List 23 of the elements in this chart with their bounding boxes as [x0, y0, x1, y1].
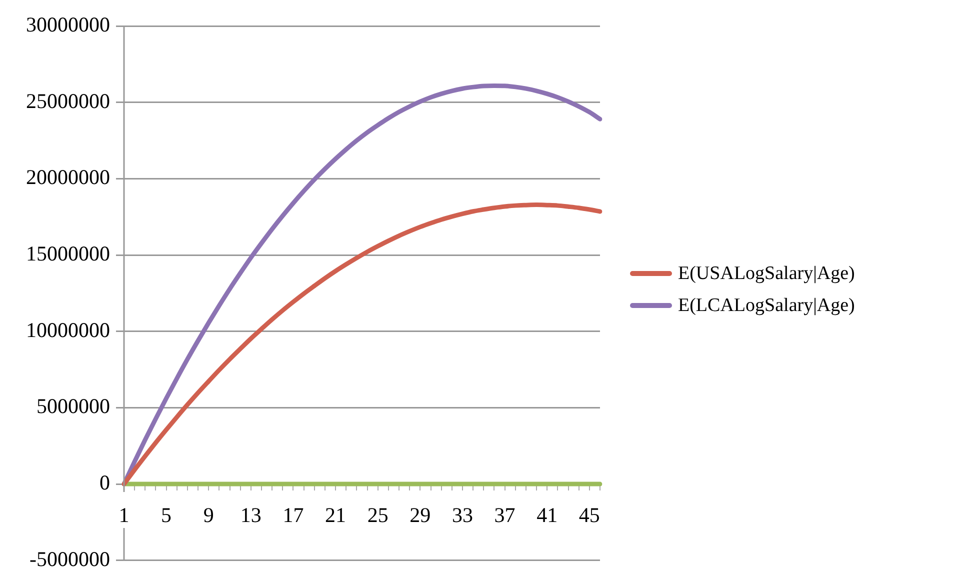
y-tick-label: 10000000 — [26, 318, 110, 342]
x-tick-label: 9 — [203, 503, 214, 528]
x-tick-label: 13 — [240, 503, 262, 528]
y-tick-label: 0 — [100, 470, 110, 495]
x-tick-label: 1 — [118, 503, 130, 528]
x-tick-label: 17 — [282, 503, 304, 528]
y-tick-label: 25000000 — [26, 88, 110, 113]
y-tick-label: 5000000 — [36, 394, 110, 418]
line-series — [122, 202, 602, 486]
x-tick-label: 21 — [325, 503, 346, 528]
y-tick-label: 15000000 — [26, 242, 110, 266]
x-tick-label: 29 — [410, 503, 431, 528]
x-tick-label: 25 — [367, 503, 388, 528]
x-tick-label: 37 — [494, 503, 516, 528]
x-tick-label: 45 — [578, 503, 600, 528]
x-tick-label: 5 — [161, 503, 172, 528]
legend-label: E(USALogSalary|Age) — [678, 262, 855, 284]
x-tick-label: 41 — [536, 503, 558, 528]
y-tick-label: 20000000 — [26, 165, 110, 190]
y-tick-label: 30000000 — [26, 12, 110, 37]
legend-label: E(LCALogSalary|Age) — [678, 294, 855, 316]
x-tick-label: 33 — [452, 503, 473, 528]
y-tick-label: -5000000 — [30, 546, 110, 571]
